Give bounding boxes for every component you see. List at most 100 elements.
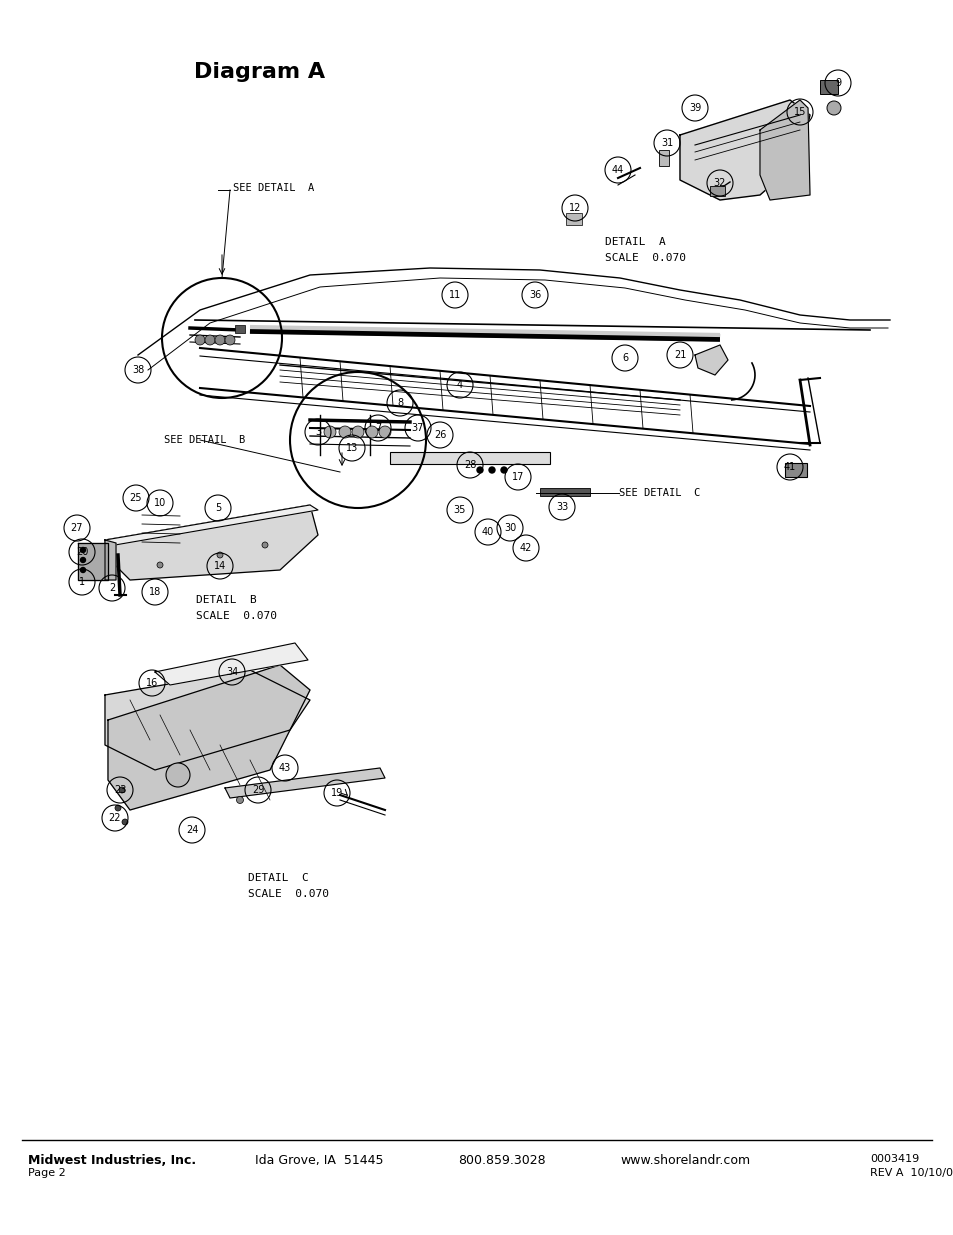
Text: 1: 1 bbox=[79, 577, 85, 587]
Polygon shape bbox=[154, 643, 308, 685]
Text: 26: 26 bbox=[434, 430, 446, 440]
Circle shape bbox=[338, 426, 351, 438]
Text: 33: 33 bbox=[556, 501, 568, 513]
Polygon shape bbox=[105, 540, 116, 580]
Text: Midwest Industries, Inc.: Midwest Industries, Inc. bbox=[28, 1153, 196, 1167]
Text: DETAIL  C: DETAIL C bbox=[248, 873, 309, 883]
Circle shape bbox=[236, 797, 243, 804]
Polygon shape bbox=[760, 100, 809, 200]
Text: 7: 7 bbox=[375, 424, 381, 433]
Text: 38: 38 bbox=[132, 366, 144, 375]
Text: 17: 17 bbox=[511, 472, 523, 482]
Text: SEE DETAIL  B: SEE DETAIL B bbox=[164, 435, 245, 445]
FancyBboxPatch shape bbox=[539, 488, 589, 496]
Text: SCALE  0.070: SCALE 0.070 bbox=[604, 253, 685, 263]
Text: 10: 10 bbox=[153, 498, 166, 508]
Text: 11: 11 bbox=[449, 290, 460, 300]
Text: 13: 13 bbox=[346, 443, 357, 453]
Text: 18: 18 bbox=[149, 587, 161, 597]
Circle shape bbox=[489, 467, 495, 473]
Polygon shape bbox=[679, 100, 809, 200]
Text: 22: 22 bbox=[109, 813, 121, 823]
Text: 12: 12 bbox=[568, 203, 580, 212]
Circle shape bbox=[80, 557, 86, 562]
Text: 39: 39 bbox=[688, 103, 700, 112]
Text: 19: 19 bbox=[331, 788, 343, 798]
Circle shape bbox=[194, 335, 205, 345]
Text: 8: 8 bbox=[396, 398, 402, 408]
Text: 27: 27 bbox=[71, 522, 83, 534]
Text: DETAIL  A: DETAIL A bbox=[604, 237, 665, 247]
FancyBboxPatch shape bbox=[565, 212, 581, 225]
Circle shape bbox=[80, 547, 86, 552]
Polygon shape bbox=[105, 671, 310, 769]
FancyBboxPatch shape bbox=[234, 325, 245, 333]
Text: Page 2: Page 2 bbox=[28, 1168, 66, 1178]
Circle shape bbox=[225, 335, 234, 345]
Circle shape bbox=[378, 426, 391, 438]
Text: 14: 14 bbox=[213, 561, 226, 571]
Text: 35: 35 bbox=[454, 505, 466, 515]
Text: 6: 6 bbox=[621, 353, 627, 363]
Circle shape bbox=[262, 542, 268, 548]
Text: SEE DETAIL  A: SEE DETAIL A bbox=[233, 183, 314, 193]
Text: 43: 43 bbox=[278, 763, 291, 773]
Circle shape bbox=[166, 763, 190, 787]
Text: REV A  10/10/06: REV A 10/10/06 bbox=[869, 1168, 953, 1178]
Text: 25: 25 bbox=[130, 493, 142, 503]
Text: 2: 2 bbox=[109, 583, 115, 593]
Circle shape bbox=[826, 101, 841, 115]
Circle shape bbox=[157, 562, 163, 568]
FancyBboxPatch shape bbox=[784, 463, 806, 477]
Text: 9: 9 bbox=[834, 78, 841, 88]
Text: 37: 37 bbox=[412, 424, 424, 433]
Text: 15: 15 bbox=[793, 107, 805, 117]
Polygon shape bbox=[105, 505, 317, 545]
Text: 4: 4 bbox=[456, 380, 462, 390]
Text: SCALE  0.070: SCALE 0.070 bbox=[195, 611, 276, 621]
Text: 28: 28 bbox=[463, 459, 476, 471]
Text: 800.859.3028: 800.859.3028 bbox=[457, 1153, 545, 1167]
Text: 3: 3 bbox=[314, 427, 321, 437]
Circle shape bbox=[119, 787, 125, 793]
Polygon shape bbox=[695, 345, 727, 375]
FancyBboxPatch shape bbox=[390, 452, 550, 464]
Circle shape bbox=[205, 335, 214, 345]
Circle shape bbox=[115, 805, 121, 811]
Text: www.shorelandr.com: www.shorelandr.com bbox=[619, 1153, 749, 1167]
Text: 20: 20 bbox=[75, 547, 88, 557]
Text: Ida Grove, IA  51445: Ida Grove, IA 51445 bbox=[254, 1153, 383, 1167]
Text: SCALE  0.070: SCALE 0.070 bbox=[248, 889, 329, 899]
Text: 24: 24 bbox=[186, 825, 198, 835]
FancyBboxPatch shape bbox=[659, 149, 668, 165]
Text: 42: 42 bbox=[519, 543, 532, 553]
Circle shape bbox=[366, 426, 377, 438]
Circle shape bbox=[352, 426, 364, 438]
Circle shape bbox=[122, 819, 128, 825]
Text: 40: 40 bbox=[481, 527, 494, 537]
Text: SEE DETAIL  C: SEE DETAIL C bbox=[618, 488, 700, 498]
Polygon shape bbox=[108, 664, 310, 810]
Circle shape bbox=[500, 467, 506, 473]
Text: 30: 30 bbox=[503, 522, 516, 534]
Text: 29: 29 bbox=[252, 785, 264, 795]
Text: 41: 41 bbox=[783, 462, 796, 472]
Text: Diagram A: Diagram A bbox=[194, 62, 325, 82]
FancyBboxPatch shape bbox=[709, 186, 724, 196]
Circle shape bbox=[324, 426, 335, 438]
Text: 21: 21 bbox=[673, 350, 685, 359]
Circle shape bbox=[214, 335, 225, 345]
Text: 5: 5 bbox=[214, 503, 221, 513]
Circle shape bbox=[216, 552, 223, 558]
Polygon shape bbox=[105, 505, 317, 580]
FancyBboxPatch shape bbox=[820, 80, 837, 94]
Text: 31: 31 bbox=[660, 138, 673, 148]
Text: 23: 23 bbox=[113, 785, 126, 795]
Circle shape bbox=[80, 568, 86, 573]
Text: 32: 32 bbox=[713, 178, 725, 188]
Text: 34: 34 bbox=[226, 667, 238, 677]
Text: DETAIL  B: DETAIL B bbox=[195, 595, 256, 605]
Text: 16: 16 bbox=[146, 678, 158, 688]
Polygon shape bbox=[78, 543, 108, 580]
Text: 44: 44 bbox=[611, 165, 623, 175]
